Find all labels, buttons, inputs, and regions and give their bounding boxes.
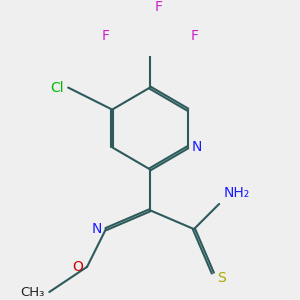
Text: CH₃: CH₃ <box>20 286 45 298</box>
Text: F: F <box>154 0 162 14</box>
Text: O: O <box>72 260 83 274</box>
Text: Cl: Cl <box>50 81 64 94</box>
Text: S: S <box>217 271 226 284</box>
Text: NH₂: NH₂ <box>224 185 250 200</box>
Text: N: N <box>91 222 101 236</box>
Text: F: F <box>102 29 110 43</box>
Text: N: N <box>192 140 202 154</box>
Text: F: F <box>190 29 198 43</box>
